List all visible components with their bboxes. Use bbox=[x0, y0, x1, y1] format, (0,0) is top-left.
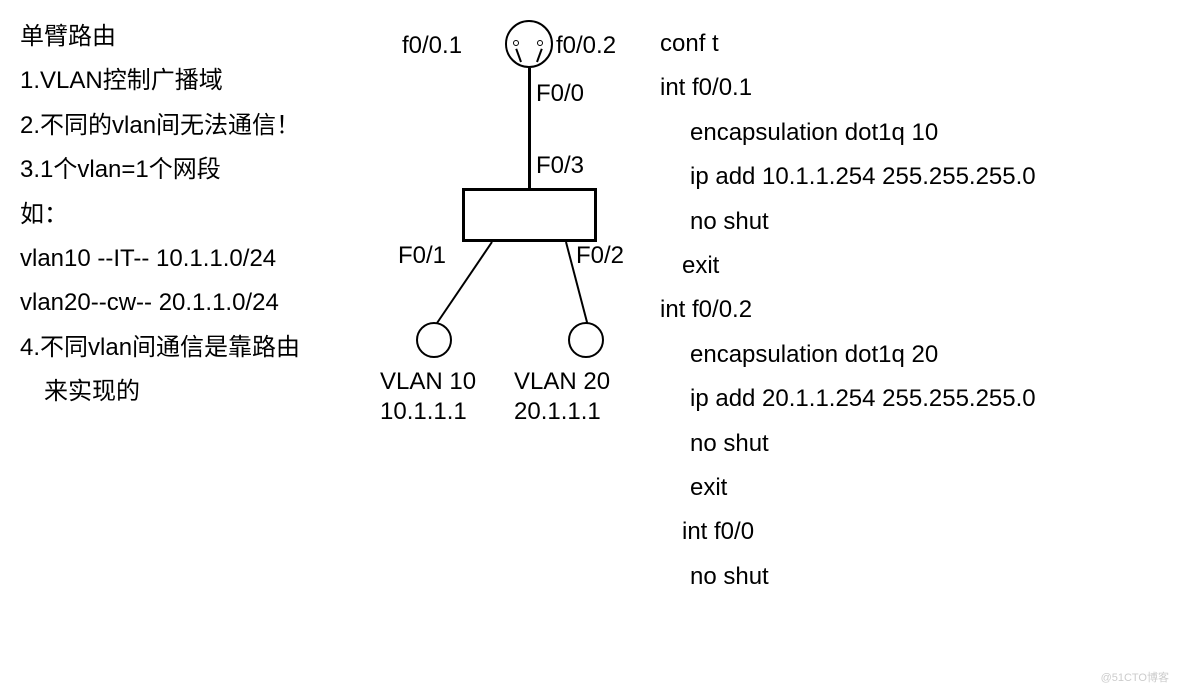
note-3: 3.1个vlan=1个网段 bbox=[20, 148, 300, 192]
trunk-line bbox=[528, 68, 531, 188]
label-f03: F0/3 bbox=[536, 152, 584, 180]
switch-icon bbox=[462, 188, 597, 242]
watermark: @51CTO博客 bbox=[1101, 669, 1169, 685]
label-vlan10: VLAN 10 bbox=[380, 368, 476, 396]
note-5: vlan10 --IT-- 10.1.1.0/24 bbox=[20, 237, 300, 281]
cli-line: int f0/0.1 bbox=[660, 66, 1036, 110]
label-vlan10-ip: 10.1.1.1 bbox=[380, 398, 467, 426]
cli-line: no shut bbox=[690, 555, 1036, 599]
label-f00: F0/0 bbox=[536, 80, 584, 108]
cli-line: int f0/0.2 bbox=[660, 288, 1036, 332]
cli-line: ip add 20.1.1.254 255.255.255.0 bbox=[690, 377, 1036, 421]
label-sub2: f0/0.2 bbox=[556, 32, 616, 60]
label-vlan20: VLAN 20 bbox=[514, 368, 610, 396]
network-diagram: f0/0.1 f0/0.2 F0/0 F0/3 F0/1 F0/2 VLAN 1… bbox=[380, 10, 660, 440]
antenna-icon bbox=[537, 40, 543, 46]
note-1: 1.VLAN控制广播域 bbox=[20, 59, 300, 103]
host-icon-1 bbox=[416, 322, 452, 358]
title: 单臂路由 bbox=[20, 15, 300, 59]
cli-line: encapsulation dot1q 10 bbox=[690, 111, 1036, 155]
label-vlan20-ip: 20.1.1.1 bbox=[514, 398, 601, 426]
cli-line: conf t bbox=[660, 22, 1036, 66]
note-8: 来实现的 bbox=[44, 370, 300, 414]
cli-config: conf t int f0/0.1 encapsulation dot1q 10… bbox=[660, 22, 1036, 599]
antenna-icon bbox=[513, 40, 519, 46]
label-sub1: f0/0.1 bbox=[402, 32, 462, 60]
note-7: 4.不同vlan间通信是靠路由 bbox=[20, 326, 300, 370]
cli-line: encapsulation dot1q 20 bbox=[690, 333, 1036, 377]
label-f02: F0/2 bbox=[576, 242, 624, 270]
cli-line: exit bbox=[690, 466, 1036, 510]
cli-line: ip add 10.1.1.254 255.255.255.0 bbox=[690, 155, 1036, 199]
host-icon-2 bbox=[568, 322, 604, 358]
label-f01: F0/1 bbox=[398, 242, 446, 270]
note-2: 2.不同的vlan间无法通信！ bbox=[20, 104, 300, 148]
note-6: vlan20--cw-- 20.1.1.0/24 bbox=[20, 281, 300, 325]
left-notes: 单臂路由 1.VLAN控制广播域 2.不同的vlan间无法通信！ 3.1个vla… bbox=[20, 15, 300, 415]
cli-line: no shut bbox=[690, 200, 1036, 244]
cli-line: int f0/0 bbox=[682, 510, 1036, 554]
note-4: 如： bbox=[20, 193, 300, 237]
cli-line: exit bbox=[682, 244, 1036, 288]
cli-line: no shut bbox=[690, 422, 1036, 466]
